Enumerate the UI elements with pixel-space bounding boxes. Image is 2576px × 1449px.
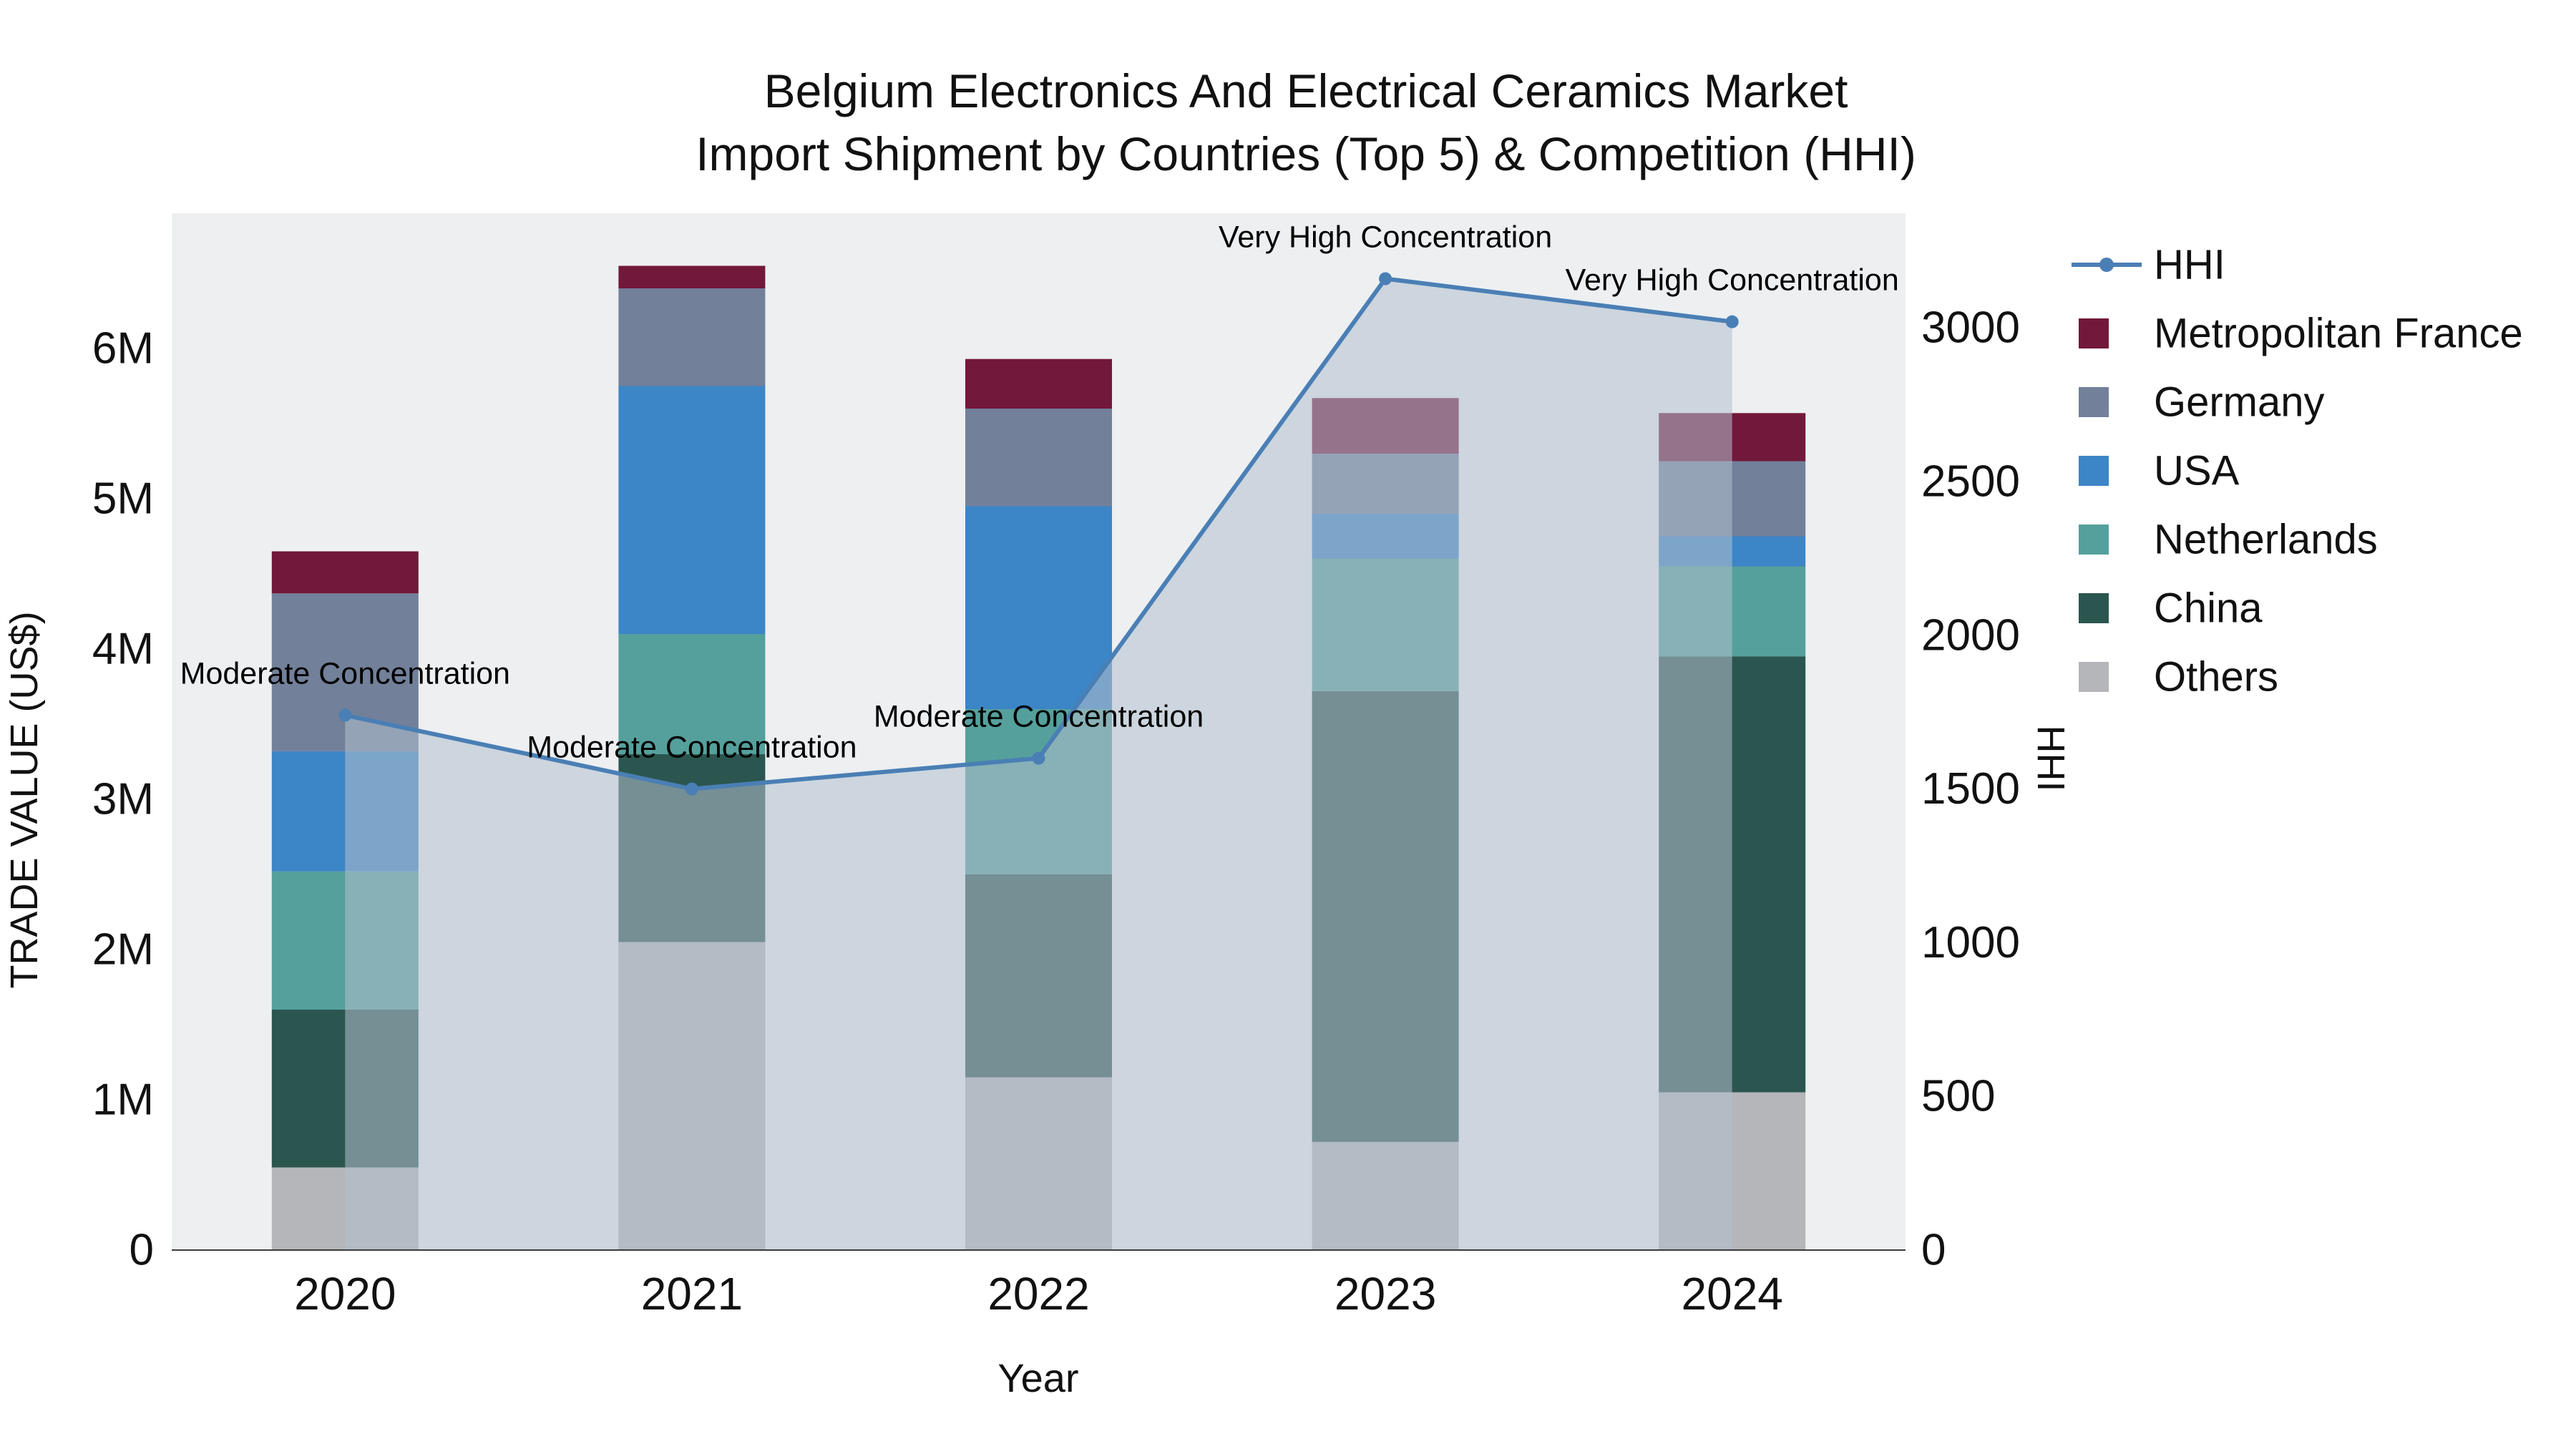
bar-segment-germany-2021[interactable]: [618, 288, 766, 386]
annotation-2022: Moderate Concentration: [874, 700, 1204, 734]
legend: HHI Metropolitan France Germany USA Netherla…: [2072, 242, 2523, 701]
legend-item-netherlands[interactable]: Netherlands: [2079, 517, 2378, 563]
legend-square-marker: [2079, 593, 2109, 623]
left-tick-4M: 4M: [92, 625, 154, 674]
legend-line-marker-dot: [2099, 258, 2114, 272]
bar-segment-metropolitan-france-2022[interactable]: [965, 358, 1112, 409]
bar-segment-germany-2022[interactable]: [965, 409, 1112, 507]
hhi-marker-2024[interactable]: [1725, 315, 1739, 328]
annotation-2020: Moderate Concentration: [180, 657, 510, 691]
hhi-marker-2021[interactable]: [685, 782, 698, 796]
left-tick-3M: 3M: [92, 775, 154, 824]
axes: 0 1M 2M 3M 4M 5M 6M 0 500 1000 1500 2000 2500 3000 202…: [92, 303, 2020, 1319]
chart-title: Belgium Electronics And Electrical Ceram…: [764, 64, 1848, 117]
annotation-2023: Very High Concentration: [1219, 220, 1552, 255]
annotation-2024: Very High Concentration: [1566, 263, 1899, 298]
bar-segment-usa-2022[interactable]: [965, 506, 1112, 710]
legend-item-germany[interactable]: Germany: [2079, 379, 2325, 426]
right-tick-1000: 1000: [1921, 918, 2020, 967]
chart-subtitle: Import Shipment by Countries (Top 5) & C…: [696, 127, 1916, 180]
legend-label: China: [2154, 585, 2263, 632]
hhi-marker-2023[interactable]: [1379, 272, 1392, 286]
legend-label: Others: [2154, 654, 2278, 701]
hhi-marker-2020[interactable]: [338, 708, 352, 722]
right-tick-2500: 2500: [1921, 457, 2020, 507]
legend-label: HHI: [2154, 242, 2225, 288]
legend-square-marker: [2079, 662, 2109, 692]
legend-label: Netherlands: [2154, 517, 2378, 563]
x-tick-2023: 2023: [1335, 1268, 1436, 1319]
bar-segment-usa-2021[interactable]: [618, 386, 766, 635]
legend-square-marker: [2079, 456, 2109, 486]
legend-item-china[interactable]: China: [2079, 585, 2263, 632]
legend-item-usa[interactable]: USA: [2079, 448, 2240, 494]
left-tick-6M: 6M: [92, 324, 154, 374]
right-tick-1500: 1500: [1921, 764, 2020, 814]
bar-segment-metropolitan-france-2021[interactable]: [618, 265, 766, 289]
left-tick-0: 0: [130, 1226, 154, 1275]
legend-label: Germany: [2154, 379, 2325, 426]
plot-area: Moderate Concentration Moderate Concentra…: [172, 213, 1906, 1251]
legend-label: USA: [2154, 448, 2240, 494]
annotation-2021: Moderate Concentration: [527, 731, 857, 765]
left-tick-2M: 2M: [92, 925, 154, 975]
legend-square-marker: [2079, 525, 2109, 555]
legend-label: Metropolitan France: [2154, 311, 2523, 357]
legend-square-marker: [2079, 318, 2109, 348]
legend-item-others[interactable]: Others: [2079, 654, 2278, 701]
legend-square-marker: [2079, 387, 2109, 417]
hhi-marker-2022[interactable]: [1032, 751, 1045, 765]
right-tick-0: 0: [1921, 1226, 1946, 1275]
x-axis-title: Year: [997, 1355, 1078, 1400]
legend-item-metropolitan-france[interactable]: Metropolitan France: [2079, 311, 2523, 357]
bar-segment-metropolitan-france-2020[interactable]: [271, 551, 419, 594]
right-tick-3000: 3000: [1921, 303, 2020, 353]
x-tick-2022: 2022: [987, 1268, 1089, 1319]
right-tick-500: 500: [1921, 1072, 1995, 1121]
right-tick-2000: 2000: [1921, 610, 2020, 660]
bar-segment-netherlands-2021[interactable]: [618, 634, 766, 754]
left-tick-1M: 1M: [92, 1075, 154, 1125]
x-tick-2020: 2020: [294, 1268, 396, 1319]
legend-item-hhi[interactable]: HHI: [2072, 242, 2225, 288]
y-axis-title-right: HHI: [2029, 726, 2072, 792]
x-tick-2024: 2024: [1682, 1268, 1783, 1319]
x-tick-2021: 2021: [641, 1268, 743, 1319]
left-tick-5M: 5M: [92, 474, 154, 524]
y-axis-title-left: TRADE VALUE (US$): [3, 611, 46, 988]
